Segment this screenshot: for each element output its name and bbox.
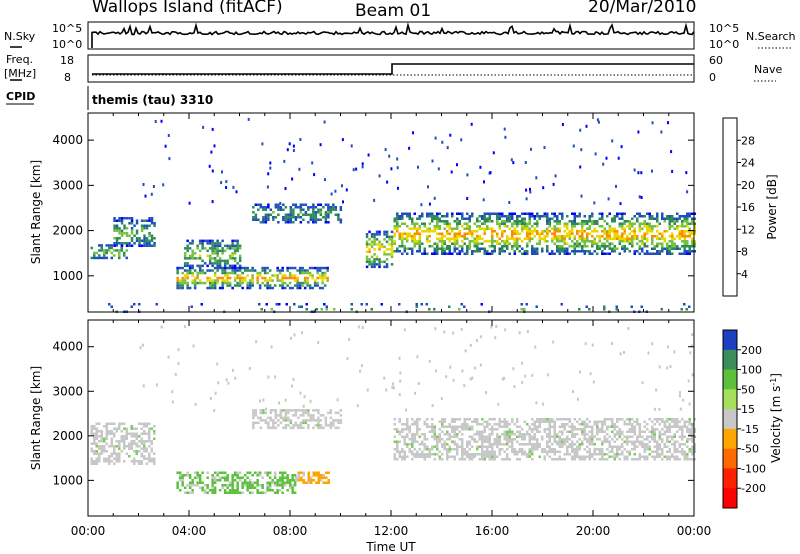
beam-title: Beam 01 <box>355 1 431 21</box>
scatter-points-0 <box>142 117 689 207</box>
velocity-colorbar: Velocity [m s-1] 200 100 50 15 -15 -50 -100 -20… <box>722 329 784 509</box>
power-colorbar: Power [dB] 4 8 12 16 20 24 28 <box>722 117 779 297</box>
y-tick-label-0-2: 3000 <box>52 178 83 192</box>
colorbar-tick-cbar-power-5: 24 <box>741 157 755 170</box>
y-tick-label-1-1: 2000 <box>52 429 83 443</box>
cpid-text: themis (tau) 3310 <box>92 93 213 107</box>
velocity-colorbar-segment-4 <box>723 409 737 430</box>
x-tick-label-0: 00:00 <box>71 524 106 538</box>
nsky-tick-top: 10^5 <box>52 22 82 35</box>
cpid-label: CPID <box>6 90 35 103</box>
power-heatmap <box>90 117 696 313</box>
velocity-colorbar-tick-3: 15 <box>741 403 755 416</box>
x-tick-label-4: 16:00 <box>475 524 510 538</box>
freq-tick-bottom: 8 <box>64 71 71 84</box>
y-tick-label-0-3: 4000 <box>52 133 83 147</box>
x-tick-label-2: 08:00 <box>273 524 308 538</box>
nsky-trace <box>91 22 695 48</box>
feature-0-3 <box>183 239 242 268</box>
feature-0-4 <box>252 203 343 224</box>
x-tick-label-3: 12:00 <box>374 524 409 538</box>
x-tick-label-6: 00:00 <box>677 524 712 538</box>
x-tick-label-1: 04:00 <box>172 524 207 538</box>
colorbar-tick-cbar-power-3: 16 <box>741 201 755 214</box>
colorbar-tick-cbar-power-4: 20 <box>741 179 755 192</box>
colorbar-tick-cbar-power-6: 28 <box>741 134 755 147</box>
nave-label: Nave <box>754 63 782 76</box>
nsky-label: N.Sky <box>4 30 36 43</box>
velocity-colorbar-tick-2: 50 <box>741 383 755 396</box>
y-tick-label-1-3: 4000 <box>52 340 83 354</box>
x-tick-label-5: 20:00 <box>576 524 611 538</box>
freq-label: Freq. <box>6 53 33 66</box>
velocity-colorbar-segment-1 <box>723 349 737 371</box>
power-ylabel: Slant Range [km] <box>29 160 43 264</box>
velocity-xlabel: Time UT <box>365 540 416 554</box>
velocity-colorbar-segment-7 <box>723 468 737 489</box>
velocity-colorbar-segment-5 <box>723 428 737 450</box>
station-title: Wallops Island (fitACF) <box>92 0 283 17</box>
velocity-colorbar-segment-2 <box>723 369 737 390</box>
y-tick-label-0-0: 1000 <box>52 269 83 283</box>
velocity-colorbar-tick-4: -15 <box>741 423 759 436</box>
nsearch-label: N.Search <box>746 30 796 43</box>
velocity-colorbar-tick-1: 100 <box>741 364 762 377</box>
feature-1-3 <box>252 409 343 430</box>
velocity-panel: 1000 2000 3000 4000 00:00 04:00 08:00 12:00 16:… <box>29 319 712 554</box>
freq-tick-top: 18 <box>60 54 74 67</box>
colorbar-tick-cbar-power-0: 4 <box>741 268 748 281</box>
nave-tick-top: 60 <box>709 54 723 67</box>
velocity-colorbar-segment-6 <box>723 448 737 469</box>
feature-0-2 <box>176 266 329 290</box>
nsearch-tick-bottom: 10^0 <box>709 38 739 51</box>
feature-0-5 <box>365 230 394 269</box>
velocity-colorbar-segment-0 <box>723 330 737 351</box>
freq-panel: Freq. [MHz] 18 8 60 0 Nave <box>4 53 782 84</box>
feature-1-2 <box>295 471 330 484</box>
power-colorbar-label: Power [dB] <box>765 174 779 239</box>
velocity-colorbar-segment-8 <box>723 488 737 509</box>
y-tick-label-1-2: 3000 <box>52 384 83 398</box>
feature-1-1 <box>176 471 297 494</box>
date-title: 20/Mar/2010 <box>588 0 696 17</box>
feature-0-0 <box>90 244 128 260</box>
velocity-colorbar-tick-6: -100 <box>741 462 766 475</box>
velocity-colorbar-tick-5: -50 <box>741 443 759 456</box>
nave-tick-bottom: 0 <box>709 71 716 84</box>
scatter-points-1 <box>139 324 694 412</box>
velocity-heatmap <box>90 324 696 494</box>
power-panel: 1000 2000 3000 4000 Slant Range [km] <box>29 112 696 313</box>
nsearch-tick-top: 10^5 <box>709 22 739 35</box>
colorbar-tick-cbar-power-1: 8 <box>741 246 748 259</box>
velocity-colorbar-tick-0: 200 <box>741 344 762 357</box>
freq-trace <box>92 63 694 75</box>
y-tick-label-0-1: 2000 <box>52 224 83 238</box>
feature-1-0 <box>90 422 156 465</box>
nsky-panel: N.Sky 10^5 10^0 10^5 10^0 N.Search <box>4 21 796 51</box>
feature-1-4 <box>393 418 696 461</box>
freq-unit: [MHz] <box>4 67 36 80</box>
colorbar-tick-cbar-power-2: 12 <box>741 223 755 236</box>
velocity-colorbar-label: Velocity [m s-1] <box>769 373 784 463</box>
nsky-tick-bottom: 10^0 <box>52 38 82 51</box>
velocity-ylabel: Slant Range [km] <box>29 366 43 470</box>
feature-0-1 <box>113 217 156 247</box>
y-tick-label-1-0: 1000 <box>52 473 83 487</box>
feature-0-6 <box>393 212 696 255</box>
velocity-colorbar-segment-3 <box>723 389 737 410</box>
velocity-colorbar-tick-7: -200 <box>741 482 766 495</box>
